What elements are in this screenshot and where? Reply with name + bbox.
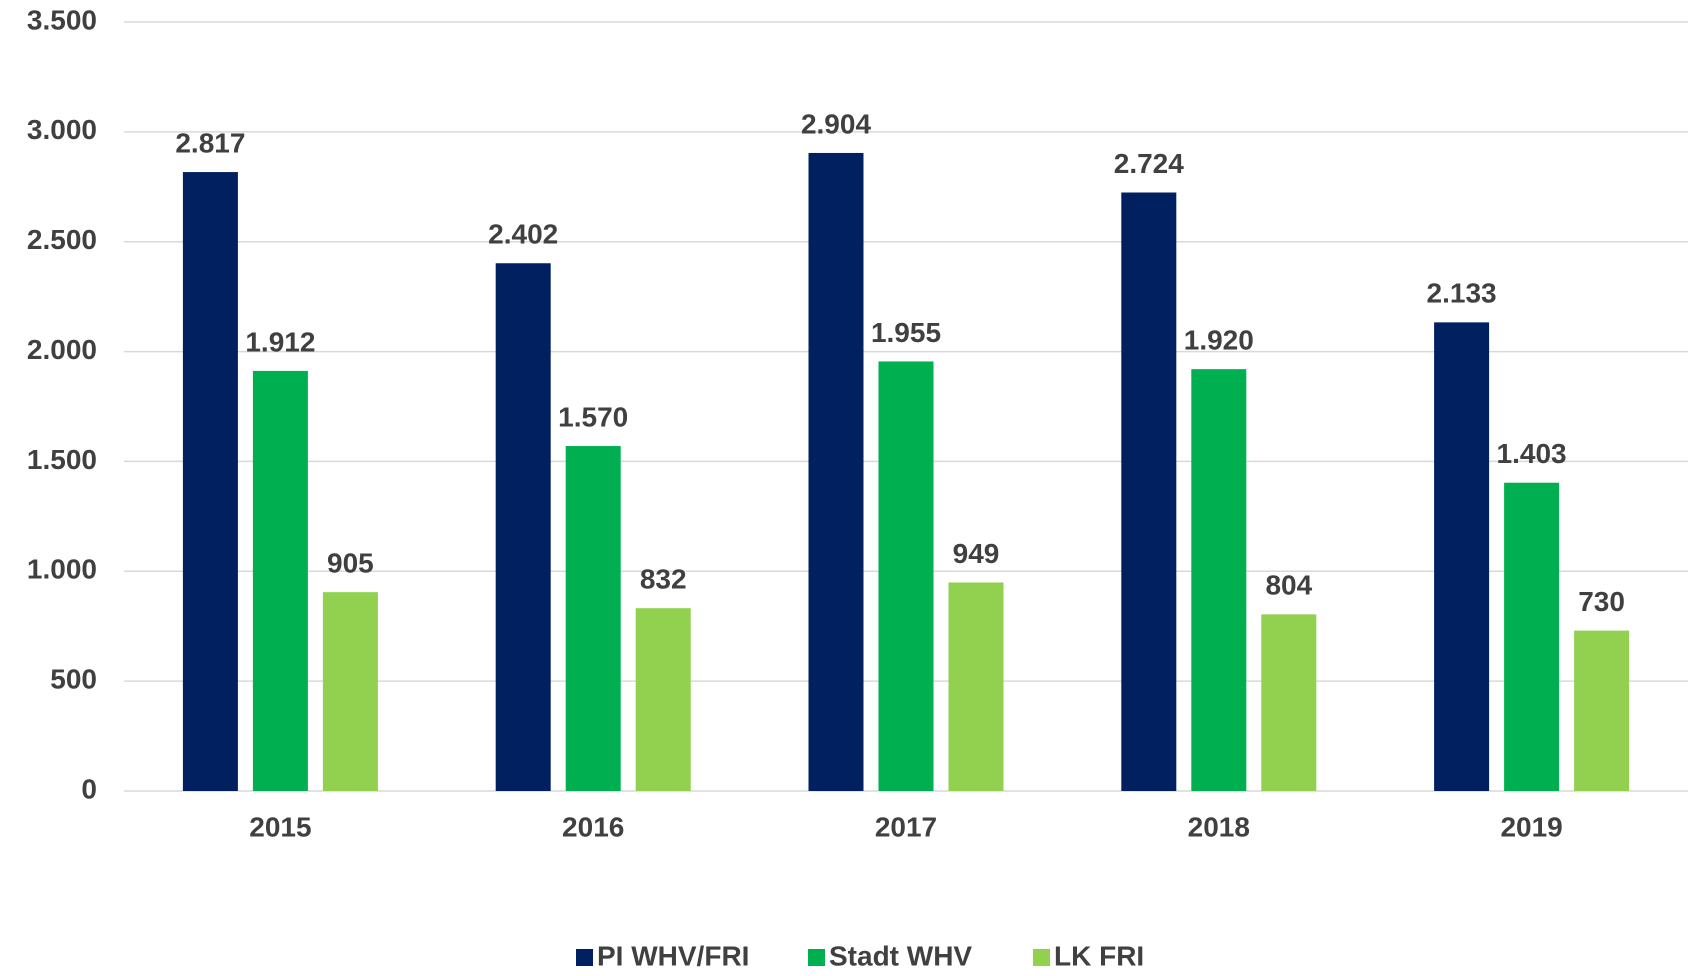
data-label: 1.955 [871, 317, 941, 348]
legend-label: Stadt WHV [829, 940, 972, 971]
bar [1191, 369, 1247, 791]
bar [1574, 630, 1630, 791]
data-label: 1.920 [1184, 325, 1254, 356]
bar [252, 370, 308, 791]
legend-label: PI WHV/FRI [597, 940, 749, 971]
legend-swatch [1033, 949, 1050, 966]
data-label: 949 [953, 538, 1000, 569]
bar [1434, 322, 1490, 791]
data-label: 1.912 [245, 326, 315, 357]
x-tick-label: 2015 [249, 811, 311, 842]
y-tick-label: 0 [81, 773, 97, 804]
legend-label: LK FRI [1054, 940, 1144, 971]
data-label: 804 [1265, 570, 1312, 601]
x-tick-label: 2016 [562, 811, 624, 842]
legend-swatch [576, 949, 593, 966]
data-label: 2.904 [801, 108, 871, 139]
legend-swatch [808, 949, 825, 966]
data-label: 1.570 [558, 401, 628, 432]
bar [495, 263, 551, 791]
data-label: 832 [640, 564, 687, 595]
bar [1504, 482, 1560, 791]
bar [565, 446, 621, 791]
x-tick-label: 2018 [1188, 811, 1250, 842]
bar [1121, 192, 1177, 791]
y-tick-label: 2.500 [27, 224, 97, 255]
x-tick-label: 2017 [875, 811, 937, 842]
data-label: 2.402 [488, 219, 558, 250]
y-tick-label: 1.000 [27, 554, 97, 585]
y-tick-label: 3.000 [27, 114, 97, 145]
y-tick-label: 500 [50, 664, 97, 695]
bar [322, 592, 378, 791]
y-tick-label: 2.000 [27, 334, 97, 365]
data-label: 2.133 [1427, 278, 1497, 309]
x-tick-label: 2019 [1500, 811, 1562, 842]
bar [182, 172, 238, 792]
data-label: 730 [1578, 586, 1625, 617]
y-tick-label: 3.500 [27, 4, 97, 35]
data-label: 1.403 [1497, 438, 1567, 469]
bar [635, 608, 691, 791]
bar [878, 361, 934, 791]
y-tick-label: 1.500 [27, 444, 97, 475]
data-label: 2.724 [1114, 148, 1184, 179]
data-label: 905 [327, 548, 374, 579]
bar [1261, 614, 1317, 791]
bar [948, 582, 1004, 791]
data-label: 2.817 [175, 127, 245, 158]
bar [808, 152, 864, 791]
